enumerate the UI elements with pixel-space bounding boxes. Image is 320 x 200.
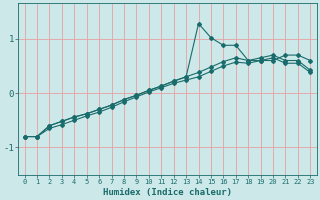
- X-axis label: Humidex (Indice chaleur): Humidex (Indice chaleur): [103, 188, 232, 197]
